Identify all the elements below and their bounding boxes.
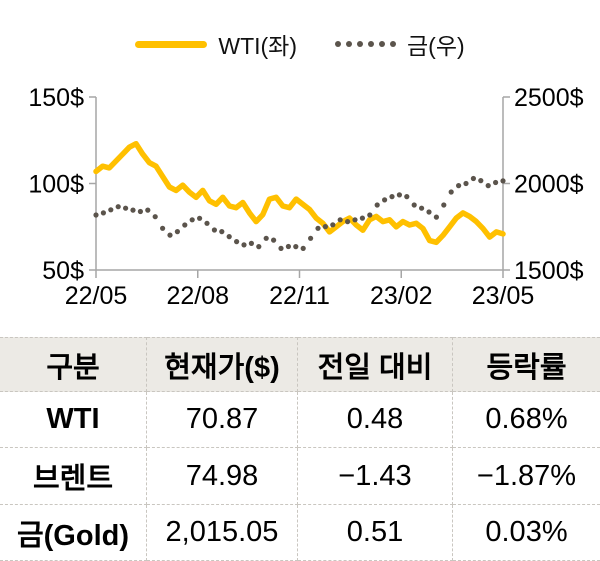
gold-series-dot	[374, 202, 380, 208]
legend-item-wti: WTI(좌)	[135, 27, 297, 61]
gold-series-dot	[359, 215, 365, 221]
gold-series-dot	[219, 229, 225, 235]
gold-series-dot	[441, 202, 447, 208]
gold-series-dot	[404, 194, 410, 200]
table-header-category: 구분	[0, 337, 147, 392]
x-tick-label: 23/05	[472, 282, 535, 310]
gold-series-dot	[189, 217, 195, 223]
table-row-wti-label: WTI	[0, 392, 147, 448]
gold-series-dot	[211, 227, 217, 233]
y-left-tick-label: 100$	[28, 171, 84, 199]
wti-series-line	[93, 140, 506, 246]
gold-series-dot	[263, 235, 269, 241]
gold-series-dot	[448, 189, 454, 195]
table-row-brent-price: 74.98	[147, 448, 298, 505]
gold-series-dot	[411, 202, 417, 208]
x-tick-label: 22/11	[269, 282, 330, 310]
gold-series-dot	[463, 180, 469, 187]
gold-series-dot	[352, 217, 358, 223]
gold-series-dot	[174, 229, 180, 235]
gold-series-dot	[167, 232, 173, 238]
gold-series-dot	[130, 207, 136, 213]
gold-dots-swatch-icon	[335, 41, 396, 47]
gold-series-dot	[456, 183, 462, 189]
x-tick-label: 22/08	[166, 282, 229, 310]
y-left-tick-label: 50$	[42, 257, 84, 285]
gold-series-dot	[389, 194, 395, 200]
gold-series-dot	[152, 214, 158, 220]
table-row-brent-change: −1.43	[298, 448, 453, 505]
gold-series-dot	[285, 243, 291, 250]
chart-legend: WTI(좌) 금(우)	[0, 27, 600, 61]
gold-series-dot	[241, 242, 247, 248]
table-row-gold-change-pct: 0.03%	[453, 505, 600, 561]
gold-series-dot	[300, 245, 306, 251]
gold-series-dot	[500, 178, 506, 184]
table-row-gold-label: 금(Gold)	[0, 505, 147, 561]
gold-series-dot	[470, 175, 476, 182]
wti-line-swatch-icon	[135, 40, 208, 48]
gold-series-dot	[197, 215, 203, 221]
gold-series-dot	[160, 225, 166, 231]
gold-series-dot	[145, 207, 151, 213]
gold-series-dot	[278, 245, 284, 251]
table-row-wti-change: 0.48	[298, 392, 453, 448]
price-chart: 150$ 2500$ 100$ 2000$ 50$ 1500$ 22/05 22/08 22/1…	[28, 84, 584, 310]
gold-series-dot	[485, 183, 491, 189]
gold-series-dot	[308, 235, 314, 241]
gold-series-dot	[248, 240, 254, 246]
gold-series-dot	[367, 212, 373, 218]
y-right-tick-label: 1500$	[514, 257, 584, 285]
gold-series-dot	[100, 210, 106, 216]
gold-series-dot	[322, 224, 328, 230]
gold-series-dot	[419, 205, 425, 211]
table-row-wti-price: 70.87	[147, 392, 298, 448]
table-row-brent-change-pct: −1.87%	[453, 448, 600, 505]
gold-series-dot	[345, 219, 351, 225]
price-table: 구분 현재가($) 전일 대비 등락률 WTI 70.87 0.48 0.68%…	[0, 337, 600, 561]
table-header-change-pct: 등락률	[453, 337, 600, 392]
table-row-brent-label: 브렌트	[0, 448, 147, 505]
gold-series-dot	[382, 197, 388, 203]
table-header-price: 현재가($)	[147, 337, 298, 392]
gold-series-dot	[426, 209, 432, 215]
legend-item-gold: 금(우)	[335, 27, 465, 61]
gold-series-dot	[137, 208, 143, 215]
x-tick-label: 22/05	[65, 282, 128, 310]
gold-series-dot	[433, 214, 439, 220]
y-right-tick-label: 2500$	[514, 84, 584, 112]
gold-series-dot	[337, 217, 343, 223]
gold-series-dot	[271, 237, 277, 243]
gold-series-dot	[293, 244, 299, 250]
gold-series-dot	[330, 222, 336, 228]
table-row-gold-price: 2,015.05	[147, 505, 298, 561]
gold-series-dot	[256, 244, 262, 250]
gold-series-dot	[204, 220, 210, 226]
y-right-tick-label: 2000$	[514, 171, 584, 199]
legend-label-gold: 금(우)	[407, 33, 465, 59]
gold-series-dot	[234, 239, 240, 245]
gold-series-dot	[108, 207, 114, 213]
gold-series-dot	[315, 225, 321, 231]
price-chart-svg: 150$ 2500$ 100$ 2000$ 50$ 1500$ 22/05 22/08 22/1…	[28, 84, 584, 310]
gold-series-dot	[93, 212, 99, 218]
table-header-change: 전일 대비	[298, 337, 453, 392]
gold-series-dot	[478, 178, 484, 184]
table-row-wti-change-pct: 0.68%	[453, 392, 600, 448]
gold-series-dot	[123, 205, 129, 211]
x-tick-label: 23/02	[370, 282, 433, 310]
gold-series-dot	[115, 204, 121, 210]
legend-label-wti: WTI(좌)	[218, 33, 297, 59]
table-row-gold-change: 0.51	[298, 505, 453, 561]
gold-series-dot	[396, 192, 402, 198]
y-left-tick-label: 150$	[28, 84, 84, 112]
gold-series-dot	[493, 179, 499, 186]
gold-series-dot	[182, 222, 188, 228]
gold-series-dot	[226, 234, 232, 240]
